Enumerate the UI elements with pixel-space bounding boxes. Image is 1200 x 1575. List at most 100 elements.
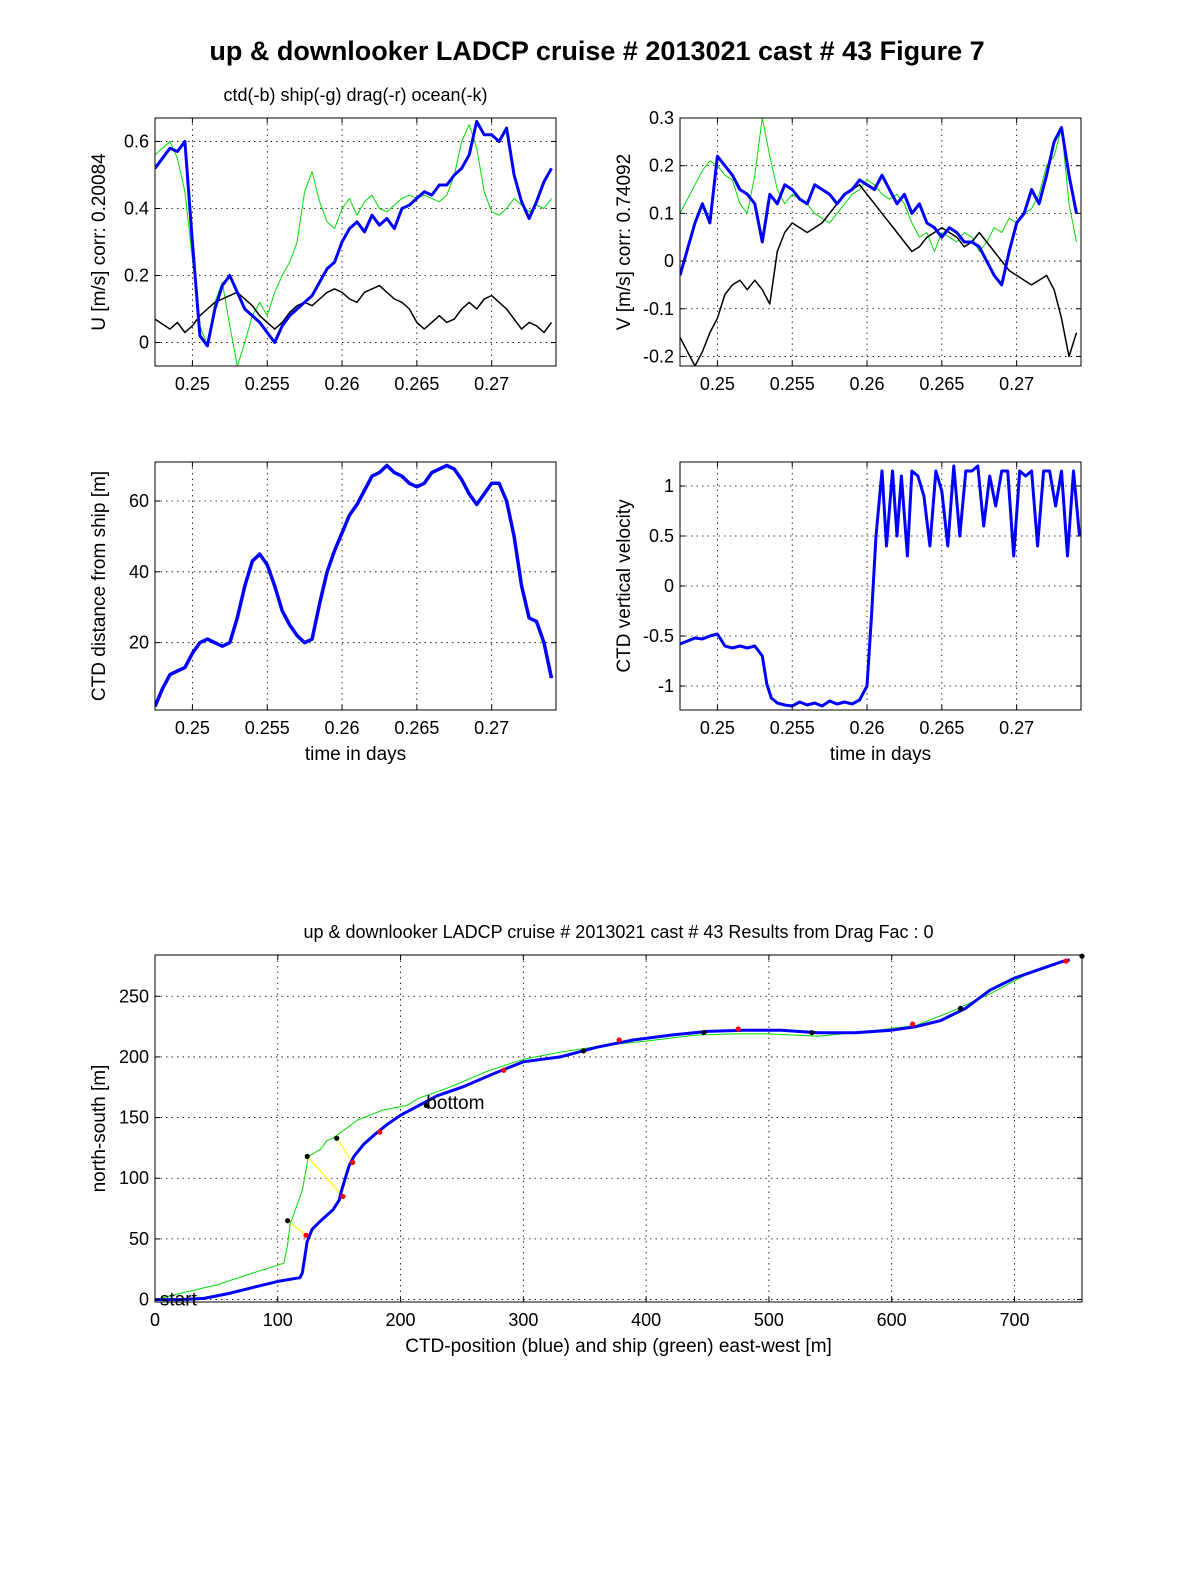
chart-5-plot-area [155,955,1082,1302]
ctd-distance-panel: 0.25 0.255 0.26 0.265 0.27 20 40 60 time in days… [89,461,557,765]
chart-4-x-tick-label: 0.25 [700,718,735,738]
chart-5-x-tick-label: 500 [754,1310,784,1330]
chart-5-marker-ctd [735,1026,741,1032]
chart-5-y-tick-label: 0 [139,1290,149,1310]
chart-2-x-tick-label: 0.26 [850,374,885,394]
chart-4-y-tick-label: -0.5 [643,626,674,646]
chart-5-y-tick-label: 250 [119,986,149,1006]
chart-5-marker-ctd [340,1193,346,1200]
chart-1-y-tick-label: 0.6 [124,131,149,151]
chart-5-x-tick-label: 0 [150,1310,160,1330]
chart-5-link-line [336,1137,354,1163]
chart-1-y-tick-label: 0.4 [124,198,149,218]
chart-2-y-tick-label: 0.1 [649,203,674,223]
chart-4-y-tick-label: 0 [664,576,674,596]
chart-2-y-axis-label: V [m/s] corr: 0.74092 [614,154,635,330]
chart-5-title: up & downlooker LADCP cruise # 2013021 c… [304,922,934,942]
u-velocity-panel: 0.25 0.255 0.26 0.265 0.27 0 0.2 0.4 0.6 ctd(-b) … [89,85,557,394]
chart-4-series-ctd [680,464,1081,708]
chart-4-x-tick-label: 0.265 [919,718,964,738]
chart-5-marker-ship [809,1030,815,1036]
chart-5-y-tick-label: 100 [119,1168,149,1188]
chart-2-plot-area [680,118,1081,366]
chart-5-marker-ctd [377,1129,383,1135]
chart-1-title: ctd(-b) ship(-g) drag(-r) ocean(-k) [223,85,487,105]
chart-5-marker-ship [701,1030,707,1036]
chart-5-y-tick-label: 50 [129,1229,149,1249]
chart-1-y-tick-label: 0 [139,333,149,353]
chart-5-marker-ctd [1063,958,1069,964]
chart-5-marker-ship [304,1153,310,1160]
figure-title: up & downlooker LADCP cruise # 2013021 c… [209,36,984,66]
chart-1-x-tick-label: 0.255 [245,374,290,394]
chart-1-y-axis-label: U [m/s] corr: 0.20084 [89,153,110,331]
chart-5-y-axis-label: north-south [m] [89,1065,110,1193]
chart-4-x-tick-label: 0.26 [850,718,885,738]
chart-4-x-tick-label: 0.255 [770,718,815,738]
chart-2-x-tick-label: 0.25 [700,374,735,394]
chart-5-x-tick-label: 700 [999,1310,1029,1330]
chart-5-x-tick-label: 300 [508,1310,538,1330]
chart-2-x-tick-label: 0.27 [999,374,1034,394]
chart-5-marker-ctd [616,1037,622,1043]
chart-3-y-tick-label: 20 [129,633,149,653]
chart-1-x-tick-label: 0.27 [474,374,509,394]
chart-5-series-ctd [155,958,1070,1302]
chart-5-link-line [306,1156,344,1197]
chart-5-annotation-bottom: bottom [426,1093,484,1114]
chart-5-marker-ship [334,1135,340,1141]
v-velocity-panel: 0.25 0.255 0.26 0.265 0.27 -0.2 -0.1 0 0.1 0.2 0.3… [614,108,1082,394]
chart-2-series-ctd [680,126,1078,287]
chart-1-series-ctd [155,119,553,348]
chart-4-x-axis-label: time in days [830,744,931,765]
chart-5-x-tick-label: 100 [263,1310,293,1330]
chart-2-series-ship [680,118,1077,252]
chart-5-marker-ship [285,1218,291,1224]
chart-4-y-tick-label: 0.5 [649,526,674,546]
chart-5-marker-ship [957,1005,964,1011]
chart-3-x-tick-label: 0.27 [474,718,509,738]
chart-3-y-tick-label: 40 [129,562,149,582]
position-track-panel: 0 100 200 300 400 500 600 700 0 50 100 150 200 250 up … [89,922,1085,1357]
chart-3-plot-area [155,462,556,710]
chart-5-annotation-start: start [160,1290,198,1311]
chart-5-x-tick-label: 400 [631,1310,661,1330]
chart-5-marker-ctd [350,1159,356,1166]
chart-4-y-axis-label: CTD vertical velocity [614,499,635,673]
chart-1-series-ocean [155,284,553,334]
chart-1-series-ship [155,124,552,366]
chart-3-x-tick-label: 0.25 [175,718,210,738]
chart-1-x-tick-label: 0.26 [325,374,360,394]
chart-1-y-tick-label: 0.2 [124,266,149,286]
chart-4-y-tick-label: -1 [658,676,674,696]
chart-3-frame [154,461,557,711]
chart-5-x-tick-label: 600 [877,1310,907,1330]
chart-3-y-axis-label: CTD distance from ship [m] [89,471,110,701]
chart-5-series-ship [155,959,1070,1301]
chart-5-marker-ship [580,1048,587,1054]
chart-2-y-tick-label: -0.2 [643,346,674,366]
chart-3-x-tick-label: 0.26 [325,718,360,738]
chart-5-frame [154,954,1083,1303]
chart-2-y-tick-label: 0.2 [649,156,674,176]
chart-1-x-tick-label: 0.25 [175,374,210,394]
chart-5-marker-ctd [909,1021,916,1027]
chart-2-frame [679,117,1082,367]
chart-5-y-tick-label: 150 [119,1108,149,1128]
chart-5-marker-ship [423,1102,429,1109]
chart-2-x-tick-label: 0.265 [919,374,964,394]
chart-1-frame [154,117,557,367]
chart-5-x-tick-label: 200 [386,1310,416,1330]
chart-2-y-tick-label: -0.1 [643,299,674,319]
chart-3-x-axis-label: time in days [305,744,406,765]
chart-2-y-tick-label: 0.3 [649,108,674,128]
chart-3-y-tick-label: 60 [129,491,149,511]
chart-1-plot-area [155,118,556,366]
chart-5-x-axis-label: CTD-position (blue) and ship (green) eas… [405,1336,832,1357]
chart-5-marker-ctd [303,1232,309,1238]
chart-2-y-tick-label: 0 [664,251,674,271]
chart-4-y-tick-label: 1 [664,476,674,496]
chart-2-x-tick-label: 0.255 [770,374,815,394]
chart-3-x-tick-label: 0.255 [245,718,290,738]
